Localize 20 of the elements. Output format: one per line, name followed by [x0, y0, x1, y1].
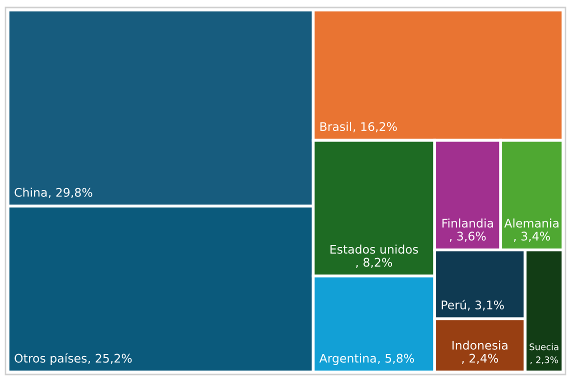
data-label: , 3,1% [468, 300, 504, 311]
data-label: , 3,6% [450, 232, 486, 242]
data-label: , 2,3% [530, 356, 558, 364]
data-label: , 29,8% [48, 188, 92, 198]
data-label: , 2,4% [462, 354, 498, 364]
category-label: China [14, 188, 47, 197]
data-label: , 5,8% [378, 354, 414, 364]
category-label: Alemania [504, 218, 558, 228]
category-label: Suecia [530, 343, 558, 350]
category-label: Argentina [319, 354, 376, 365]
category-label: Perú [442, 300, 466, 310]
data-label: , 8,2% [356, 258, 392, 268]
category-label: Indonesia [452, 340, 508, 350]
data-label: , 16,2% [353, 122, 397, 132]
category-label: Estados unidos [330, 244, 418, 254]
category-label: Otros países [14, 353, 87, 365]
category-label: Brasil [320, 122, 352, 132]
data-label: , 25,2% [88, 354, 132, 364]
category-label: Finlandia [442, 218, 493, 228]
data-label: , 3,4% [514, 232, 550, 242]
